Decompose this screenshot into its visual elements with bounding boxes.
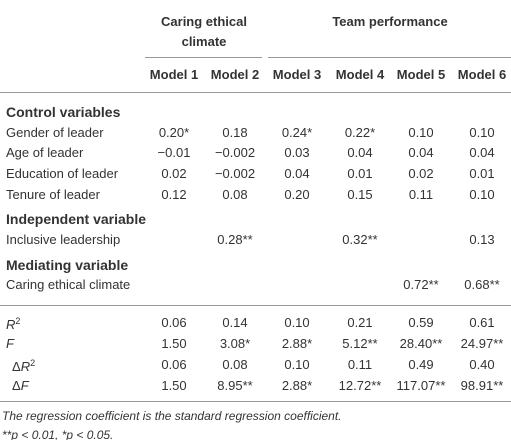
row-label: Education of leader xyxy=(6,165,119,181)
cell: 0.11 xyxy=(408,186,434,202)
cell: 0.10 xyxy=(469,186,495,202)
stat-label: ΔR2 xyxy=(12,355,35,375)
stat-label-part: R xyxy=(6,317,16,333)
bottom-rule xyxy=(0,401,511,402)
cell: 0.21 xyxy=(347,315,373,330)
stat-label: ΔF xyxy=(12,378,29,394)
stat-label-part: F xyxy=(6,336,14,351)
model-header: Model 3 xyxy=(272,67,322,82)
cell: 117.07** xyxy=(396,378,446,393)
row-label: Caring ethical climate xyxy=(6,277,131,292)
row-label: Age of leader xyxy=(6,145,84,161)
cell: 3.08* xyxy=(219,336,251,351)
cell: 8.95** xyxy=(217,378,253,393)
cell: −0.002 xyxy=(214,165,256,181)
cell: 0.32** xyxy=(342,231,378,247)
cell: 0.18 xyxy=(222,124,248,140)
stat-label-part: R xyxy=(20,359,31,375)
stat-label-part: F xyxy=(20,378,29,393)
cell: 0.04 xyxy=(284,165,310,181)
cell: 0.10 xyxy=(469,124,495,140)
cell: 0.03 xyxy=(284,145,310,161)
cell: 0.06 xyxy=(161,315,187,330)
cell: 2.88* xyxy=(281,336,313,351)
cell: 0.10 xyxy=(284,315,310,330)
cell: 0.13 xyxy=(469,231,495,247)
stat-label: R2 xyxy=(6,313,20,333)
cell: 24.97** xyxy=(460,336,504,351)
cell: 0.02 xyxy=(408,165,434,181)
cell: 0.04 xyxy=(469,145,495,161)
cell: 0.08 xyxy=(222,186,248,202)
cell: 0.02 xyxy=(161,165,187,181)
note: The regression coefficient is the standa… xyxy=(2,409,342,423)
stat-label-part: 2 xyxy=(15,315,21,326)
cell: 1.50 xyxy=(161,378,187,393)
cell: 28.40** xyxy=(399,336,443,351)
stats-rule xyxy=(0,305,511,306)
cell: 0.28** xyxy=(217,231,253,247)
group-header: Team performance xyxy=(332,14,448,29)
cell: 0.01 xyxy=(347,165,373,181)
cell: −0.002 xyxy=(214,145,256,161)
stat-label-part: Δ xyxy=(12,378,21,393)
model-header: Model 4 xyxy=(335,67,385,82)
cell: 0.22* xyxy=(344,124,376,140)
cell: 0.49 xyxy=(408,357,434,372)
cell: 0.04 xyxy=(408,145,434,161)
group-header: Caring ethical climate xyxy=(161,14,247,49)
stat-label-part: 2 xyxy=(30,357,36,368)
cell: 0.08 xyxy=(222,357,248,372)
cell: 2.88* xyxy=(281,378,313,393)
header-rule xyxy=(0,92,511,93)
cell: 0.24* xyxy=(281,124,313,140)
cell: 0.20 xyxy=(284,186,310,202)
model-header: Model 5 xyxy=(396,67,446,82)
section-title: Mediating variable xyxy=(6,256,129,273)
cell: 0.12 xyxy=(161,186,187,202)
stat-label: F xyxy=(6,336,14,352)
cell: 98.91** xyxy=(460,378,504,393)
note: **p < 0.01, *p < 0.05. xyxy=(2,428,114,440)
cell: 0.20* xyxy=(158,124,190,140)
group-rule xyxy=(268,57,511,58)
row-label: Tenure of leader xyxy=(6,186,100,202)
row-label: Inclusive leadership xyxy=(6,231,121,247)
model-header: Model 1 xyxy=(149,67,199,82)
cell: 0.11 xyxy=(347,357,373,372)
cell: 0.06 xyxy=(161,357,187,372)
cell: 0.61 xyxy=(469,315,495,330)
model-header: Model 2 xyxy=(210,67,260,82)
cell: 0.40 xyxy=(469,357,495,372)
cell: 5.12** xyxy=(342,336,378,351)
stat-label-part: Δ xyxy=(12,359,21,375)
section-title: Independent variable xyxy=(6,211,147,228)
section-title: Control variables xyxy=(6,104,121,120)
cell: 0.04 xyxy=(347,145,373,161)
cell: 0.10 xyxy=(408,124,434,140)
cell: −0.01 xyxy=(157,145,191,161)
cell: 12.72** xyxy=(338,378,382,393)
cell: 0.72** xyxy=(403,277,439,292)
cell: 0.10 xyxy=(284,357,310,372)
cell: 0.01 xyxy=(469,165,495,181)
group-rule xyxy=(145,57,262,58)
row-label: Gender of leader xyxy=(6,124,104,140)
model-header: Model 6 xyxy=(457,67,507,82)
cell: 1.50 xyxy=(161,336,187,351)
cell: 0.14 xyxy=(222,315,248,330)
cell: 0.68** xyxy=(464,277,500,292)
cell: 0.59 xyxy=(408,315,434,330)
cell: 0.15 xyxy=(347,186,373,202)
